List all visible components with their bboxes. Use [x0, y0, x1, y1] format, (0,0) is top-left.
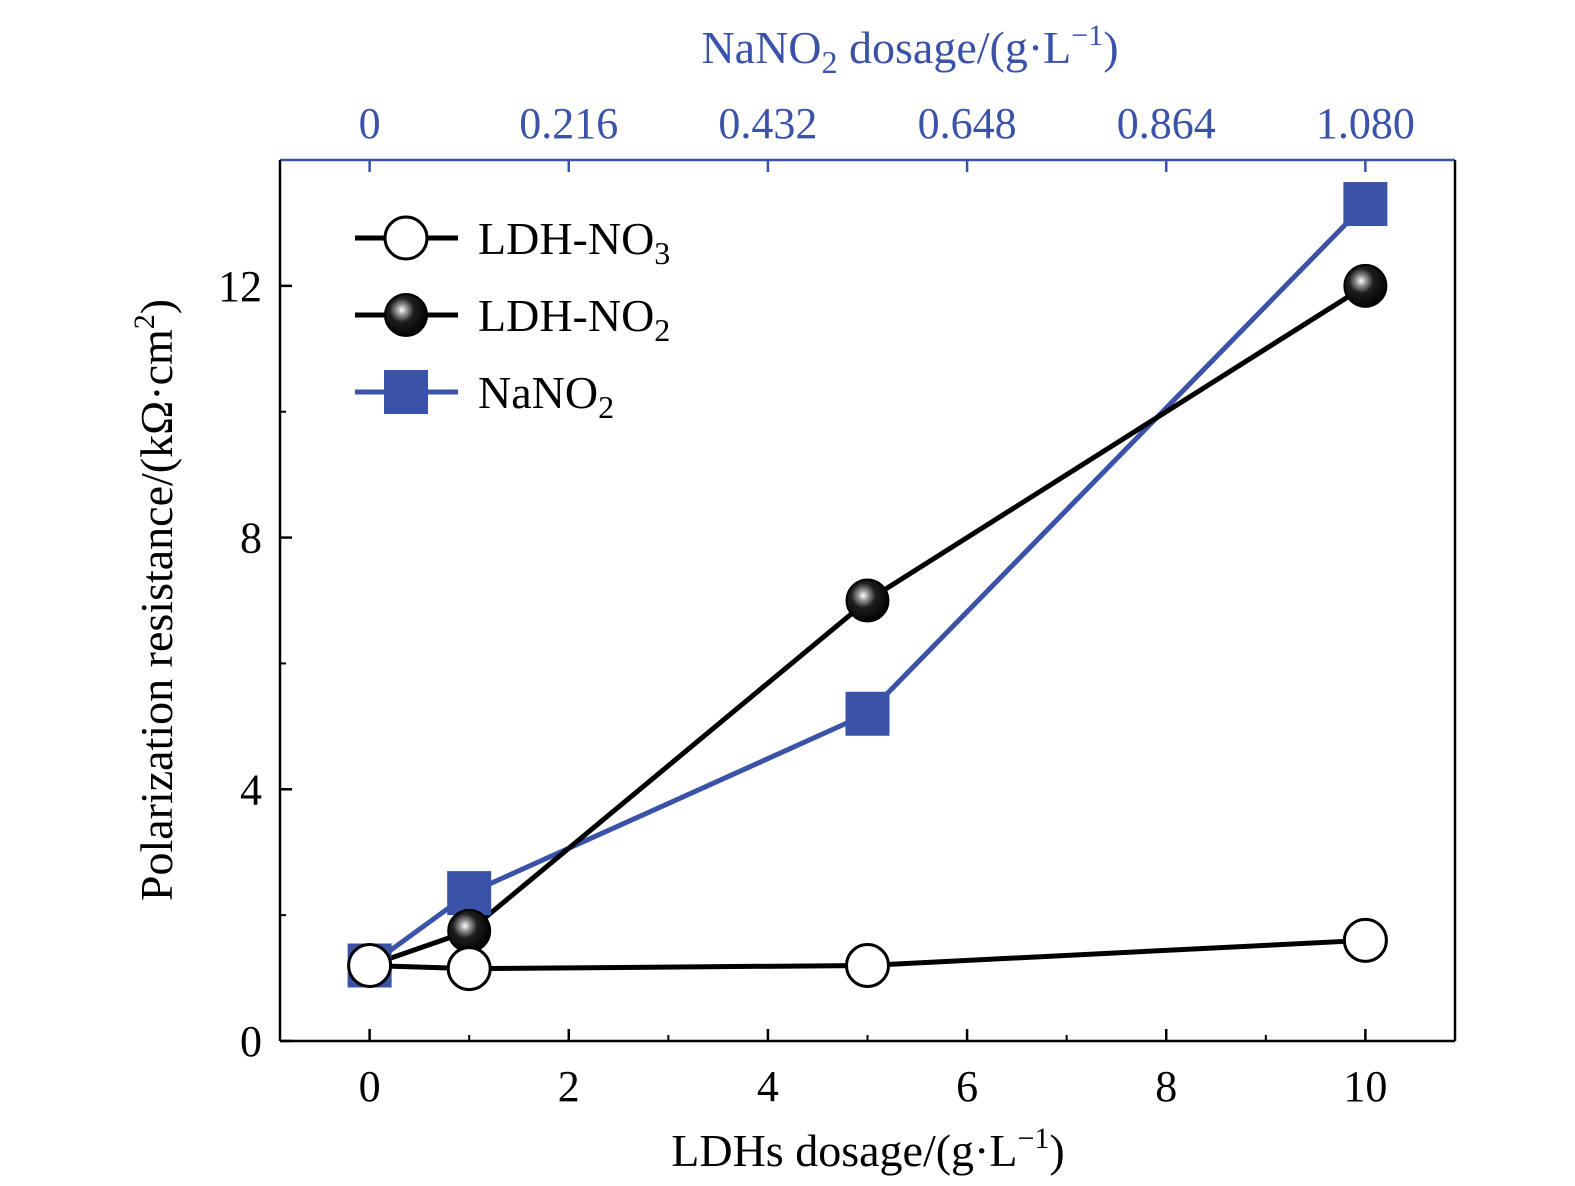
y-tick-label: 0 [240, 1017, 262, 1066]
x-top-tick-label: 0 [359, 99, 381, 148]
x-bottom-tick-label: 2 [558, 1062, 580, 1111]
data-point-series-0 [347, 942, 393, 988]
legend-label: LDH-NO2 [478, 290, 670, 348]
data-point-series-0 [446, 946, 492, 992]
x-bottom-tick-label: 0 [359, 1062, 381, 1111]
x-bottom-tick-label: 4 [757, 1062, 779, 1111]
bottom-axis-title: LDHs dosage/(g·L−1) [671, 1122, 1064, 1176]
x-top-tick-label: 0.432 [718, 99, 817, 148]
series-line-2 [368, 202, 1368, 968]
data-point-series-2 [1343, 182, 1388, 227]
x-top-tick-label: 1.080 [1316, 99, 1415, 148]
y-tick-label: 8 [240, 514, 262, 563]
x-bottom-tick-label: 8 [1155, 1062, 1177, 1111]
y-axis-title: Polarization resistance/(kΩ·cm2) [128, 299, 182, 901]
legend-label: NaNO2 [478, 367, 614, 425]
series-line-1 [368, 283, 1367, 968]
x-bottom-tick-label: 10 [1343, 1062, 1387, 1111]
data-point-series-1 [447, 908, 492, 953]
x-top-tick-label: 0.864 [1117, 99, 1216, 148]
series-line-0 [369, 937, 1366, 972]
x-top-tick-label: 0.648 [918, 99, 1017, 148]
legend-marker [384, 293, 428, 337]
data-point-series-0 [1342, 917, 1388, 963]
legend-marker [384, 370, 428, 414]
data-point-series-1 [1343, 263, 1388, 308]
data-point-series-0 [845, 942, 890, 988]
data-point-series-2 [845, 691, 890, 736]
legend-marker [383, 215, 429, 261]
legend-label: LDH-NO3 [478, 213, 670, 271]
data-point-series-2 [447, 871, 492, 916]
y-tick-label: 12 [218, 262, 262, 311]
data-point-series-1 [845, 578, 890, 623]
top-axis-title: NaNO2 dosage/(g·L−1) [701, 19, 1118, 80]
y-tick-label: 4 [240, 765, 262, 814]
x-top-tick-label: 0.216 [519, 99, 618, 148]
x-bottom-tick-label: 6 [956, 1062, 978, 1111]
